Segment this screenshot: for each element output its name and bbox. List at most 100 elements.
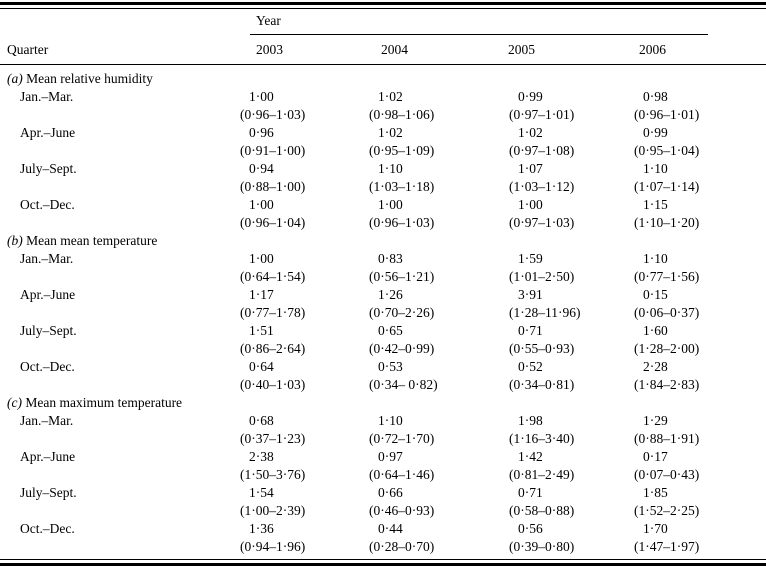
- estimate-cell: 0·64 (0·40–1·03): [240, 358, 305, 394]
- bottom-rule-thin: [0, 559, 766, 560]
- estimate-cell: 0·97 (0·64–1·46): [369, 448, 434, 484]
- confidence-interval: (0·94–1·96): [240, 539, 306, 554]
- estimate-cell: 1·26 (0·70–2·26): [369, 286, 434, 322]
- confidence-interval: (1·52–2·25): [634, 503, 700, 518]
- estimate-value: 1·17: [249, 287, 274, 302]
- estimate-cell: 1·85 (1·52–2·25): [634, 484, 699, 520]
- confidence-interval: (1·28–11·96): [509, 305, 581, 320]
- quarter-header: Quarter: [7, 42, 49, 57]
- confidence-interval: (0·40–1·03): [240, 377, 306, 392]
- estimate-cell: 0·96 (0·91–1·00): [240, 124, 305, 160]
- estimate-value: 2·28: [643, 359, 668, 374]
- quarter-label: Apr.–June: [20, 449, 76, 464]
- estimate-value: 0·52: [518, 359, 543, 374]
- estimate-value: 0·56: [518, 521, 543, 536]
- confidence-interval: (0·72–1·70): [369, 431, 435, 446]
- year-header: Year: [256, 13, 281, 28]
- estimate-cell: 0·71 (0·58–0·88): [509, 484, 574, 520]
- estimate-value: 0·65: [378, 323, 403, 338]
- estimate-value: 1·00: [378, 197, 403, 212]
- estimate-value: 1·54: [249, 485, 274, 500]
- estimate-cell: 0·99 (0·97–1·01): [509, 88, 574, 124]
- confidence-interval: (1·28–2·00): [634, 341, 700, 356]
- estimate-value: 0·99: [518, 89, 543, 104]
- estimate-value: 1·00: [518, 197, 543, 212]
- section-label: (b): [7, 233, 23, 248]
- section-title: Mean relative humidity: [26, 71, 153, 86]
- confidence-interval: (0·96–1·01): [634, 107, 700, 122]
- confidence-interval: (1·84–2·83): [634, 377, 700, 392]
- quarter-label: Jan.–Mar.: [20, 251, 74, 266]
- estimate-value: 1·02: [378, 89, 403, 104]
- estimate-cell: 0·52 (0·34–0·81): [509, 358, 574, 394]
- table-body: (a) Mean relative humidity Jan.–Mar. 1·00(…: [0, 70, 766, 556]
- confidence-interval: (0·37–1·23): [240, 431, 306, 446]
- confidence-interval: (0·55–0·93): [509, 341, 575, 356]
- estimate-value: 1·02: [378, 125, 403, 140]
- estimate-cell: 1·29 (0·88–1·91): [634, 412, 699, 448]
- estimate-cell: 1·15 (1·10–1·20): [634, 196, 699, 232]
- table-row: July–Sept. 0·94 (0·88–1·00) 1·10 (1·03–1·18)…: [0, 160, 766, 196]
- confidence-interval: (0·91–1·00): [240, 143, 306, 158]
- estimate-cell: 2·28 (1·84–2·83): [634, 358, 699, 394]
- estimate-cell: 1·00 (0·97–1·03): [509, 196, 574, 232]
- estimate-value: 1·98: [518, 413, 543, 428]
- confidence-interval: (1·01–2·50): [509, 269, 575, 284]
- confidence-interval: (0·06–0·37): [634, 305, 700, 320]
- estimate-cell: 1·00 (0·64–1·54): [240, 250, 305, 286]
- table-row: Apr.–June 0·96 (0·91–1·00) 1·02 (0·95–1·09) 1…: [0, 124, 766, 160]
- confidence-interval: (1·00–2·39): [240, 503, 306, 518]
- section-header: (b) Mean mean temperature: [0, 232, 766, 250]
- estimate-cell: 1·59 (1·01–2·50): [509, 250, 574, 286]
- estimate-cell: 1·54 (1·00–2·39): [240, 484, 305, 520]
- header-rule: [0, 64, 766, 65]
- estimate-value: 1·42: [518, 449, 543, 464]
- confidence-interval: (0·39–0·80): [509, 539, 575, 554]
- confidence-interval: (0·88–1·91): [634, 431, 700, 446]
- estimate-value: 0·94: [249, 161, 274, 176]
- estimate-cell: 1·10 (1·07–1·14): [634, 160, 699, 196]
- confidence-interval: (0·58–0·88): [509, 503, 575, 518]
- estimate-value: 1·02: [518, 125, 543, 140]
- table-row: Oct.–Dec. 1·36 (0·94–1·96) 0·44 (0·28–0·70) 0…: [0, 520, 766, 556]
- confidence-interval: (0·86–2·64): [240, 341, 306, 356]
- estimate-value: 0·83: [378, 251, 403, 266]
- quarter-label: Jan.–Mar.: [20, 89, 74, 104]
- estimate-value: 1·10: [378, 161, 403, 176]
- confidence-interval: (0·42–0·99): [369, 341, 435, 356]
- confidence-interval: (0·56–1·21): [369, 269, 435, 284]
- estimate-cell: 1·10 (0·72–1·70): [369, 412, 434, 448]
- year-column-label: 2004: [381, 42, 408, 57]
- confidence-interval: (0·64–1·46): [369, 467, 435, 482]
- estimate-value: 1·26: [378, 287, 403, 302]
- table-row: Jan.–Mar. 0·68 (0·37–1·23) 1·10 (0·72–1·70) 1…: [0, 412, 766, 448]
- estimate-value: 1·10: [378, 413, 403, 428]
- confidence-interval: (0·97–1·03): [509, 215, 575, 230]
- confidence-interval: (0·97–1·01): [509, 107, 575, 122]
- table-row: Apr.–June 2·38 (1·50–3·76) 0·97 (0·64–1·46) 1…: [0, 448, 766, 484]
- estimate-cell: 1·02 (0·95–1·09): [369, 124, 434, 160]
- confidence-interval: (0·34– 0·82): [369, 377, 438, 392]
- estimate-cell: 0·99 (0·95–1·04): [634, 124, 699, 160]
- confidence-interval: (0·77–1·56): [634, 269, 700, 284]
- estimate-cell: 0·53 (0·34– 0·82): [369, 358, 438, 394]
- quarter-label: July–Sept.: [20, 323, 77, 338]
- estimate-value: 2·38: [249, 449, 274, 464]
- year-column-label: 2006: [639, 42, 666, 57]
- quarter-label: Oct.–Dec.: [20, 197, 75, 212]
- estimate-value: 0·71: [518, 485, 543, 500]
- year-column-label: 2005: [508, 42, 535, 57]
- estimate-value: 0·17: [643, 449, 668, 464]
- estimate-cell: 1·00 (0·96–1·03): [240, 88, 305, 124]
- estimate-cell: 1·36 (0·94–1·96): [240, 520, 305, 556]
- table-row: Oct.–Dec. 0·64 (0·40–1·03) 0·53 (0·34– 0·82)…: [0, 358, 766, 394]
- top-rule-thick: [0, 2, 766, 5]
- confidence-interval: (0·96–1·03): [240, 107, 306, 122]
- estimate-cell: 1·51 (0·86–2·64): [240, 322, 305, 358]
- estimate-cell: 0·15 (0·06–0·37): [634, 286, 699, 322]
- estimate-value: 1·00: [249, 197, 274, 212]
- confidence-interval: (0·97–1·08): [509, 143, 575, 158]
- estimate-cell: 1·98 (1·16–3·40): [509, 412, 574, 448]
- section-header: (c) Mean maximum temperature: [0, 394, 766, 412]
- estimate-value: 0·15: [643, 287, 668, 302]
